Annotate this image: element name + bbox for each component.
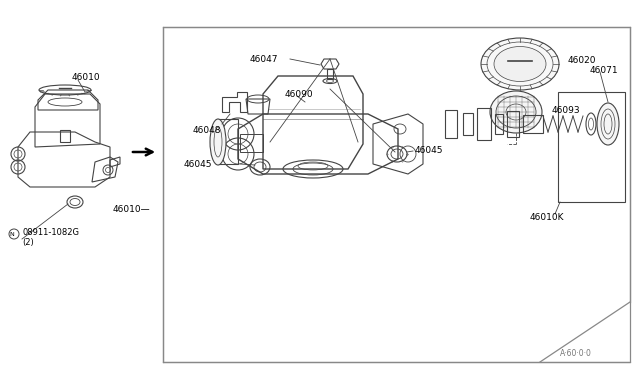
Text: 46010: 46010 [72,73,100,81]
Text: 46071: 46071 [590,65,619,74]
Text: 46090: 46090 [285,90,314,99]
Text: 46047: 46047 [250,55,278,64]
Text: 46045: 46045 [415,145,444,154]
Text: 46093: 46093 [552,106,580,115]
Text: 46048: 46048 [193,125,221,135]
Text: N: N [9,231,14,237]
Ellipse shape [490,91,542,133]
Text: (2): (2) [22,237,34,247]
Ellipse shape [210,119,226,165]
Text: 46010K: 46010K [530,212,564,221]
Ellipse shape [494,46,546,81]
Ellipse shape [481,38,559,90]
Text: 46010—: 46010— [113,205,150,214]
Text: 46045: 46045 [184,160,212,169]
Ellipse shape [597,103,619,145]
Text: 46020: 46020 [568,55,596,64]
Text: A·60·0·0: A·60·0·0 [560,350,592,359]
Text: 08911-1082G: 08911-1082G [22,228,79,237]
